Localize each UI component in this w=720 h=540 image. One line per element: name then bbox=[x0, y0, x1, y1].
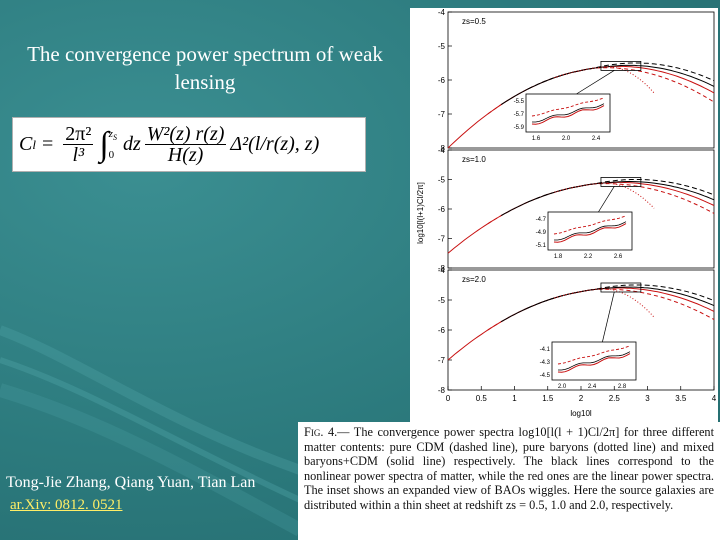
inset-nonlinear-curve bbox=[558, 351, 631, 371]
x-tick-label: 1 bbox=[512, 394, 517, 403]
inset-pointer bbox=[598, 186, 615, 213]
formula-coefficient: 2π² l³ bbox=[63, 123, 94, 166]
formula-frac-den: H(z) bbox=[167, 144, 204, 166]
inset-x-tick-label: 2.6 bbox=[614, 254, 623, 260]
inset-dashed-curve bbox=[557, 345, 631, 365]
inset-y-tick-label: -4.3 bbox=[540, 360, 551, 366]
inset-x-tick-label: 2.0 bbox=[562, 136, 571, 142]
baryon-dotted-curve bbox=[554, 66, 655, 94]
zoom-box bbox=[600, 177, 642, 187]
inset-x-tick-label: 2.4 bbox=[592, 136, 601, 142]
zoom-box bbox=[600, 61, 642, 71]
inset-dashed-curve bbox=[531, 97, 605, 117]
inset-y-tick-label: -4.9 bbox=[536, 230, 547, 236]
x-tick-label: 0 bbox=[446, 394, 451, 403]
inset-y-tick-label: -4.1 bbox=[540, 347, 551, 353]
inset-linear-curve bbox=[553, 223, 627, 243]
integral-upper: z bbox=[108, 128, 113, 141]
inset-x-tick-label: 1.8 bbox=[554, 254, 563, 260]
x-tick-label: 4 bbox=[712, 394, 717, 403]
y-tick-label: -4 bbox=[438, 266, 446, 275]
power-spectrum-chart: log10[l(l+1)Cl/2π] log10l -4 -5 -6 -7 8 zs=0.5 -… bbox=[416, 8, 717, 418]
formula-equals: = bbox=[41, 133, 54, 155]
y-tick-label: -7 bbox=[438, 235, 446, 244]
y-tick-label: -7 bbox=[438, 110, 446, 119]
y-tick-label: -6 bbox=[438, 326, 446, 335]
arxiv-link[interactable]: ar.Xiv: 0812. 0521 bbox=[10, 497, 123, 513]
integral-upper-sub: S bbox=[112, 133, 117, 143]
inset-x-tick-label: 1.6 bbox=[532, 136, 541, 142]
inset-nonlinear-curve bbox=[554, 221, 627, 241]
nonlinear-dashed-curve bbox=[527, 179, 715, 203]
integral-limits: zS 0 bbox=[109, 126, 117, 162]
caption-text: The convergence power spectra log10[l(l … bbox=[304, 425, 714, 512]
formula-frac-num: W²(z) r(z) bbox=[144, 123, 227, 145]
y-axis-label: log10[l(l+1)Cl/2π] bbox=[416, 182, 425, 244]
inset-y-tick-label: -4.7 bbox=[536, 217, 547, 223]
panel-label: zs=0.5 bbox=[462, 17, 486, 26]
formula-main-fraction: W²(z) r(z) H(z) bbox=[144, 123, 227, 166]
panel-label: zs=2.0 bbox=[462, 275, 486, 284]
inset-dashed-curve bbox=[553, 215, 627, 235]
x-tick-label: 2 bbox=[579, 394, 584, 403]
formula-lhs: C bbox=[19, 133, 33, 155]
figure-panel: log10[l(l+1)Cl/2π] log10l -4 -5 -6 -7 8 zs=0.5 -… bbox=[410, 8, 718, 422]
x-axis-label: log10l bbox=[570, 409, 592, 418]
y-tick-label: -7 bbox=[438, 356, 446, 365]
nonlinear-dashed-curve bbox=[527, 284, 715, 309]
inset-x-tick-label: 2.4 bbox=[588, 384, 597, 390]
x-tick-label: 3 bbox=[645, 394, 650, 403]
y-tick-label: -4 bbox=[438, 8, 446, 17]
integral-lower: 0 bbox=[108, 148, 115, 161]
y-tick-label: -5 bbox=[438, 296, 446, 305]
inset-x-tick-label: 2.2 bbox=[584, 254, 593, 260]
nonlinear-dashed-curve bbox=[527, 62, 715, 90]
slide-title: The convergence power spectrum of weak l… bbox=[27, 42, 383, 94]
inset-x-tick-label: 2.0 bbox=[558, 384, 567, 390]
inset-y-tick-label: -4.5 bbox=[540, 373, 551, 379]
x-tick-label: 0.5 bbox=[476, 394, 488, 403]
formula-lhs-sub: l bbox=[32, 136, 36, 152]
integral-sign: ∫ bbox=[99, 125, 109, 163]
y-tick-label: -6 bbox=[438, 76, 446, 85]
formula-coef-num: 2π² bbox=[63, 123, 94, 145]
inset-linear-curve bbox=[531, 105, 605, 125]
formula-coef-den: l³ bbox=[72, 144, 85, 166]
linear-dashed-curve bbox=[487, 288, 715, 331]
y-tick-label: -6 bbox=[438, 205, 446, 214]
inset-pointer bbox=[576, 70, 615, 95]
formula-tail: Δ²(l/r(z), z) bbox=[230, 133, 320, 155]
inset-pointer bbox=[602, 291, 615, 343]
formula-dz: dz bbox=[122, 133, 141, 155]
authors: Tong-Jie Zhang, Qiang Yuan, Tian Lan bbox=[6, 474, 256, 491]
inset-y-tick-label: -5.9 bbox=[514, 125, 525, 131]
inset-y-tick-label: -5.1 bbox=[536, 243, 547, 249]
caption-label: Fig. 4.— bbox=[304, 425, 350, 439]
inset-nonlinear-curve bbox=[532, 103, 605, 123]
x-tick-label: 1.5 bbox=[542, 394, 554, 403]
zoom-box bbox=[600, 282, 642, 293]
inset-x-tick-label: 2.8 bbox=[618, 384, 627, 390]
x-tick-label: 2.5 bbox=[609, 394, 621, 403]
inset-y-tick-label: -5.7 bbox=[514, 112, 525, 118]
x-tick-label: 3.5 bbox=[675, 394, 687, 403]
figure-caption: Fig. 4.— The convergence power spectra l… bbox=[298, 422, 720, 540]
inset-linear-curve bbox=[557, 353, 631, 373]
y-tick-label: -5 bbox=[438, 176, 446, 185]
y-tick-label: -8 bbox=[438, 386, 446, 395]
baryon-dotted-curve bbox=[554, 288, 655, 318]
y-tick-label: 8 bbox=[441, 144, 446, 153]
y-tick-label: -4 bbox=[438, 146, 446, 155]
y-tick-label: -8 bbox=[438, 264, 446, 273]
panel-label: zs=1.0 bbox=[462, 155, 486, 164]
inset-y-tick-label: -5.5 bbox=[514, 99, 525, 105]
y-tick-label: -5 bbox=[438, 42, 446, 51]
